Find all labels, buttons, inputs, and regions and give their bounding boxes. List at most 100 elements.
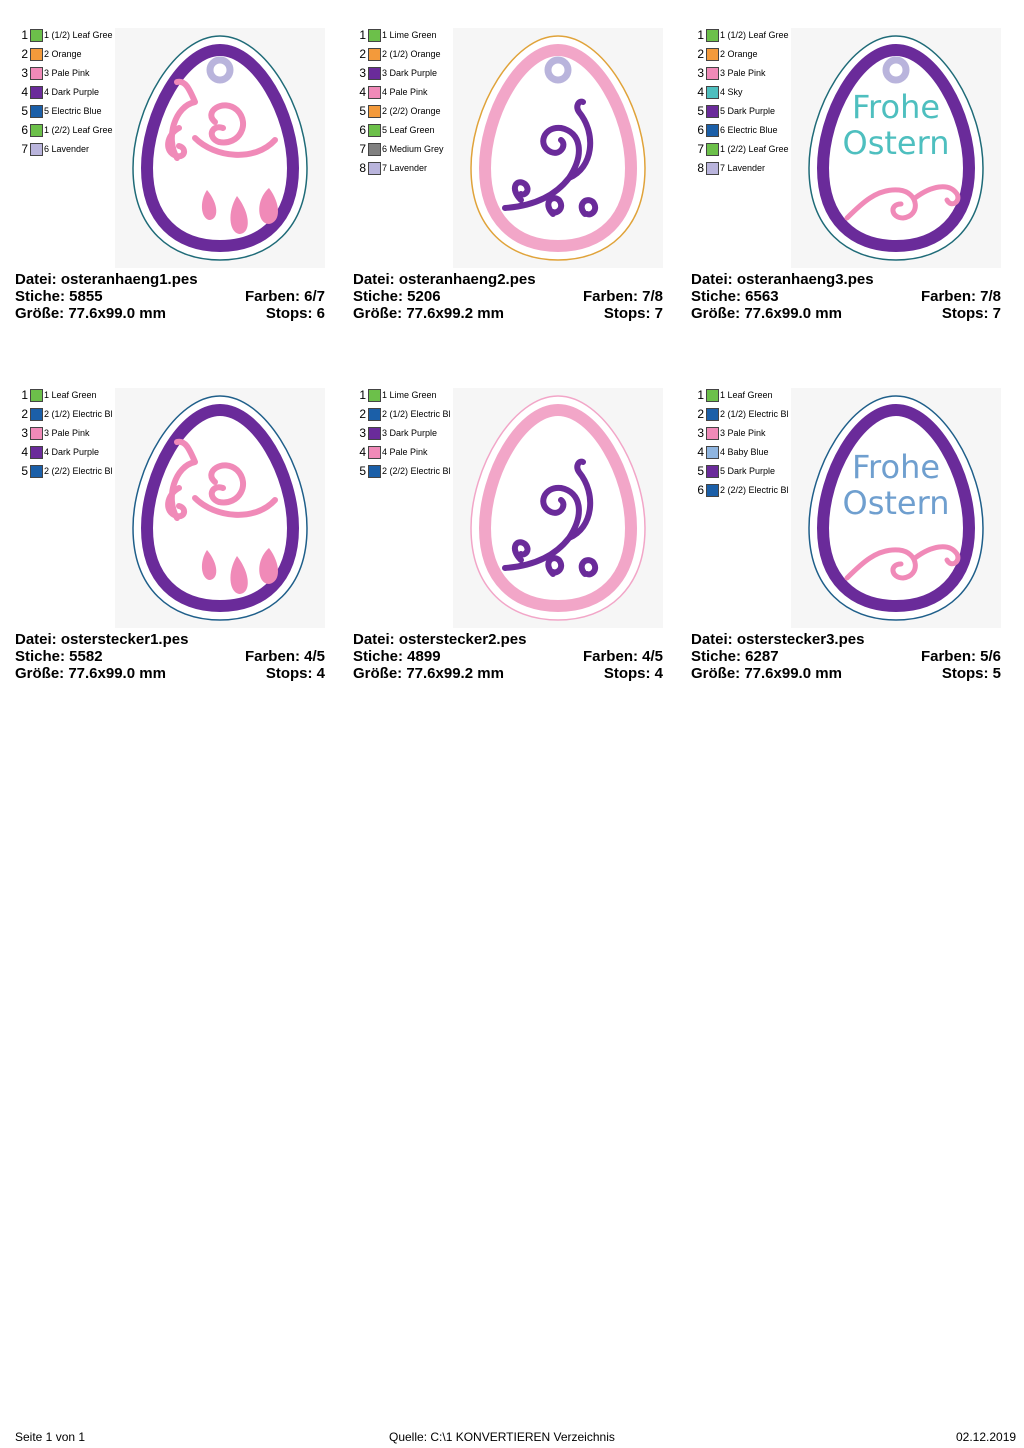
design-preview: Frohe Ostern bbox=[791, 28, 1001, 268]
legend-row: 5 2 (2/2) Orange bbox=[353, 104, 473, 123]
legend-row: 6 2 (2/2) Electric Bl bbox=[691, 483, 811, 502]
legend-number: 1 bbox=[21, 28, 28, 42]
pink-drop bbox=[230, 556, 248, 594]
legend-row: 8 7 Lavender bbox=[691, 161, 811, 180]
legend-row: 4 4 Dark Purple bbox=[15, 85, 135, 104]
legend-row: 1 1 Leaf Green bbox=[691, 388, 811, 407]
design-size: Größe: 77.6x99.0 mm bbox=[15, 305, 166, 322]
legend-number: 8 bbox=[359, 161, 366, 175]
legend-label: 1 Lime Green bbox=[382, 30, 437, 40]
stop-count: Stops: 4 bbox=[603, 665, 663, 682]
color-swatch bbox=[30, 67, 43, 80]
footer-date: 02.12.2019 bbox=[956, 1430, 1017, 1444]
stitch-count: Stiche: 6287 bbox=[691, 648, 779, 665]
color-swatch bbox=[30, 105, 43, 118]
legend-number: 5 bbox=[697, 464, 704, 478]
color-swatch bbox=[30, 86, 43, 99]
footer-page: Seite 1 von 1 bbox=[15, 1430, 86, 1444]
color-swatch bbox=[30, 143, 43, 156]
egg-satin-outline bbox=[816, 403, 976, 613]
size-row: Größe: 77.6x99.0 mm Stops: 7 bbox=[691, 305, 1001, 322]
size-row: Größe: 77.6x99.0 mm Stops: 6 bbox=[15, 305, 325, 322]
legend-label: 6 Lavender bbox=[44, 144, 90, 154]
legend-label: 3 Pale Pink bbox=[720, 428, 766, 438]
stitch-row: Stiche: 5206 Farben: 7/8 bbox=[353, 288, 663, 305]
legend-number: 4 bbox=[697, 85, 704, 99]
egg-satin-outline bbox=[816, 43, 976, 253]
color-count: Farben: 7/8 bbox=[920, 288, 1001, 305]
size-row: Größe: 77.6x99.0 mm Stops: 5 bbox=[691, 665, 1001, 682]
legend-row: 4 4 Sky bbox=[691, 85, 811, 104]
legend-number: 8 bbox=[697, 161, 704, 175]
egg-design-image bbox=[470, 35, 646, 261]
stitch-count: Stiche: 5582 bbox=[15, 648, 103, 665]
legend-label: 1 Leaf Green bbox=[44, 390, 97, 400]
color-swatch bbox=[368, 105, 381, 118]
legend-number: 7 bbox=[21, 142, 28, 156]
legend-label: 6 Electric Blue bbox=[720, 125, 778, 135]
color-swatch bbox=[368, 29, 381, 42]
legend-row: 1 1 (1/2) Leaf Gree bbox=[15, 28, 135, 47]
hanging-loop bbox=[206, 56, 234, 84]
color-swatch bbox=[706, 446, 719, 459]
design-info: Datei: osterstecker2.pes Stiche: 4899 Farb… bbox=[353, 631, 663, 682]
legend-row: 5 5 Dark Purple bbox=[691, 464, 811, 483]
legend-label: 4 Dark Purple bbox=[44, 447, 100, 457]
legend-number: 2 bbox=[697, 407, 704, 421]
design-card: 1 1 Lime Green 2 2 (1/2) Orange 3 3 Dark Purp… bbox=[353, 28, 671, 328]
legend-row: 3 3 Dark Purple bbox=[353, 66, 473, 85]
color-swatch bbox=[368, 67, 381, 80]
design-card: 1 1 Leaf Green 2 2 (1/2) Electric Bl 3 3 Pale… bbox=[691, 388, 1009, 688]
legend-row: 2 2 (1/2) Electric Bl bbox=[691, 407, 811, 426]
legend-row: 3 3 Pale Pink bbox=[15, 66, 135, 85]
size-row: Größe: 77.6x99.2 mm Stops: 4 bbox=[353, 665, 663, 682]
stop-count: Stops: 6 bbox=[265, 305, 325, 322]
legend-number: 4 bbox=[21, 445, 28, 459]
design-info: Datei: osteranhaeng3.pes Stiche: 6563 Farb… bbox=[691, 271, 1001, 322]
color-swatch bbox=[30, 427, 43, 440]
legend-row: 3 3 Pale Pink bbox=[691, 66, 811, 85]
color-swatch bbox=[368, 446, 381, 459]
legend-row: 2 2 (1/2) Electric Bl bbox=[353, 407, 473, 426]
legend-row: 4 4 Pale Pink bbox=[353, 445, 473, 464]
legend-label: 7 Lavender bbox=[720, 163, 766, 173]
design-info: Datei: osterstecker1.pes Stiche: 5582 Farb… bbox=[15, 631, 325, 682]
legend-label: 2 (2/2) Electric Bl bbox=[44, 466, 113, 476]
color-count: Farben: 4/5 bbox=[582, 648, 663, 665]
legend-label: 1 (2/2) Leaf Gree bbox=[720, 144, 789, 154]
color-swatch bbox=[30, 465, 43, 478]
size-row: Größe: 77.6x99.0 mm Stops: 4 bbox=[15, 665, 325, 682]
legend-row: 2 2 (1/2) Electric Bl bbox=[15, 407, 135, 426]
color-swatch bbox=[706, 48, 719, 61]
legend-label: 2 (2/2) Electric Bl bbox=[382, 466, 451, 476]
legend-number: 2 bbox=[21, 407, 28, 421]
color-swatch bbox=[30, 124, 43, 137]
legend-label: 7 Lavender bbox=[382, 163, 428, 173]
legend-number: 2 bbox=[21, 47, 28, 61]
egg-design-image bbox=[470, 395, 646, 621]
color-swatch bbox=[706, 105, 719, 118]
legend-label: 6 Medium Grey bbox=[382, 144, 444, 154]
legend-number: 4 bbox=[21, 85, 28, 99]
legend-label: 4 Sky bbox=[720, 87, 743, 97]
legend-number: 1 bbox=[359, 388, 366, 402]
pink-swirl bbox=[165, 78, 278, 161]
file-name: Datei: osterstecker3.pes bbox=[691, 631, 865, 648]
color-count: Farben: 4/5 bbox=[244, 648, 325, 665]
legend-label: 2 (1/2) Orange bbox=[382, 49, 441, 59]
design-preview bbox=[453, 388, 663, 628]
color-swatch bbox=[706, 484, 719, 497]
design-preview bbox=[115, 28, 325, 268]
legend-number: 4 bbox=[359, 445, 366, 459]
legend-number: 1 bbox=[359, 28, 366, 42]
legend-label: 5 Dark Purple bbox=[720, 466, 776, 476]
legend-row: 2 2 Orange bbox=[691, 47, 811, 66]
design-size: Größe: 77.6x99.0 mm bbox=[15, 665, 166, 682]
greeting-line-2: Ostern bbox=[843, 484, 950, 522]
legend-label: 1 (1/2) Leaf Gree bbox=[720, 30, 789, 40]
legend-row: 7 6 Medium Grey bbox=[353, 142, 473, 161]
legend-row: 3 3 Dark Purple bbox=[353, 426, 473, 445]
legend-row: 5 5 Dark Purple bbox=[691, 104, 811, 123]
design-size: Größe: 77.6x99.2 mm bbox=[353, 665, 504, 682]
